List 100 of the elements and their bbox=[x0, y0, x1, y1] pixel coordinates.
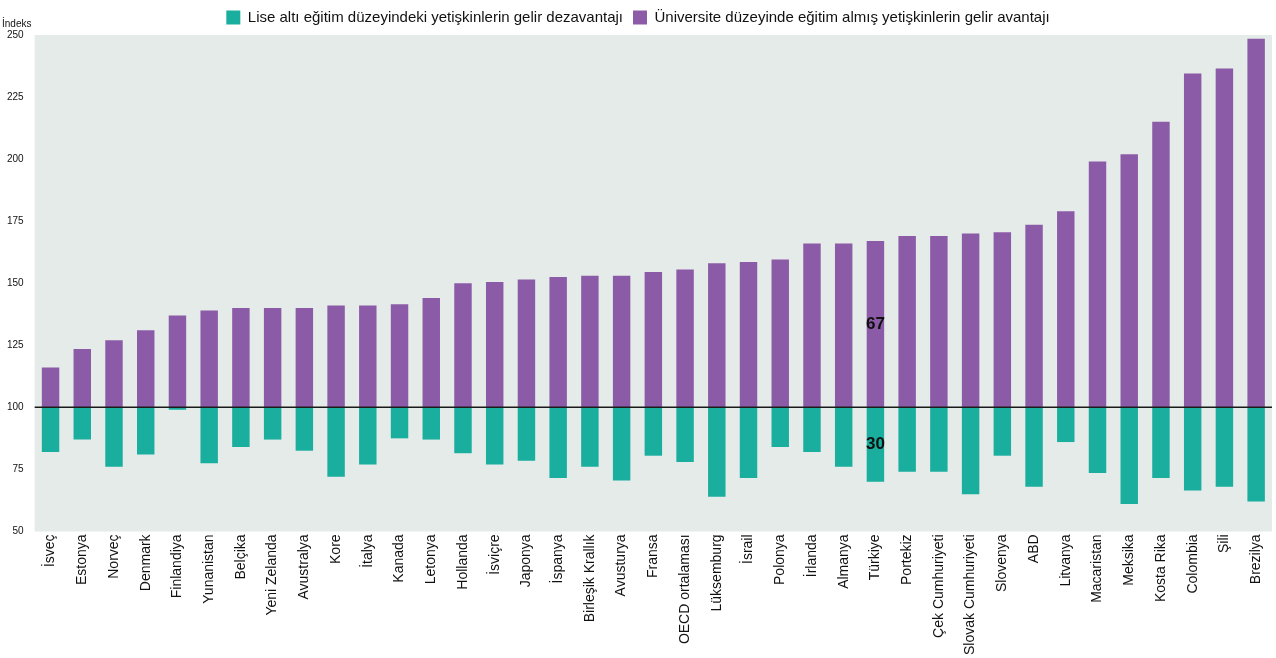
bar bbox=[73, 348, 91, 408]
bar bbox=[898, 236, 916, 408]
bar bbox=[771, 259, 789, 408]
bar bbox=[1247, 38, 1265, 408]
bar bbox=[1215, 407, 1234, 487]
x-tick-label: Yeni Zelanda bbox=[263, 534, 280, 616]
x-tick-label: Türkiye bbox=[866, 534, 883, 581]
bar bbox=[1183, 407, 1202, 491]
bar bbox=[422, 298, 440, 408]
bar bbox=[73, 407, 91, 440]
bar bbox=[105, 340, 123, 408]
bar bbox=[930, 236, 948, 408]
bar bbox=[834, 407, 853, 467]
bar bbox=[961, 407, 980, 495]
bar bbox=[644, 272, 663, 408]
bar bbox=[327, 305, 345, 408]
bar bbox=[961, 233, 980, 408]
bar bbox=[771, 407, 789, 448]
bar bbox=[993, 232, 1012, 408]
bar bbox=[803, 243, 821, 408]
x-tick-label: Avusturya bbox=[612, 534, 629, 597]
x-tick-label: Kore bbox=[326, 534, 343, 564]
x-tick-label: İrlanda bbox=[801, 534, 819, 578]
bar bbox=[612, 407, 631, 481]
bar bbox=[898, 407, 916, 472]
x-tick-label: Fransa bbox=[644, 534, 661, 578]
y-tick-label: 150 bbox=[7, 276, 25, 288]
y-tick-label: 50 bbox=[12, 525, 25, 537]
x-tick-label: Finlandiya bbox=[168, 534, 185, 599]
bar bbox=[295, 308, 314, 408]
bar bbox=[549, 407, 567, 479]
bar bbox=[232, 407, 250, 448]
x-tick-label: Litvanya bbox=[1056, 534, 1073, 587]
bar bbox=[390, 304, 409, 408]
bar bbox=[612, 275, 631, 408]
bar bbox=[263, 407, 282, 440]
legend-label: Üniversite düzeyinde eğitim almış yetişkinlerin gelir avantajı bbox=[654, 7, 1050, 25]
x-tick-label: Şili bbox=[1215, 534, 1232, 554]
x-tick-label: Macaristan bbox=[1088, 534, 1105, 603]
x-tick-label: Lüksemburg bbox=[707, 534, 724, 612]
bar bbox=[644, 407, 663, 456]
x-tick-label: OECD ortalaması bbox=[675, 534, 692, 645]
x-tick-label: Letonya bbox=[422, 534, 439, 585]
x-tick-label: Colombia bbox=[1183, 534, 1200, 594]
y-tick-label: 225 bbox=[7, 90, 25, 102]
bar bbox=[1152, 407, 1170, 479]
y-tick-label: 175 bbox=[7, 214, 25, 226]
x-tick-label: İspanya bbox=[548, 534, 566, 584]
y-axis-title: İndeks bbox=[2, 16, 32, 29]
bar bbox=[105, 407, 123, 467]
x-tick-label: İtalya bbox=[357, 534, 375, 568]
bar bbox=[1025, 407, 1043, 487]
bar bbox=[200, 310, 218, 408]
bar bbox=[708, 407, 726, 497]
bar bbox=[866, 241, 885, 408]
bar bbox=[1088, 161, 1107, 408]
x-tick-label: Portekiz bbox=[898, 534, 915, 585]
x-tick-label: İsrail bbox=[738, 534, 756, 564]
x-tick-label: Slovak Cumhuriyeti bbox=[961, 534, 978, 656]
x-tick-label: İsveç bbox=[40, 534, 58, 568]
bar bbox=[263, 308, 282, 408]
bar bbox=[1057, 407, 1075, 443]
x-tick-label: Hollanda bbox=[453, 534, 470, 590]
x-tick-label: Yunanistan bbox=[200, 534, 217, 604]
x-tick-label: Meksika bbox=[1120, 534, 1137, 586]
x-tick-label: Avustralya bbox=[295, 534, 312, 600]
x-tick-label: Kanada bbox=[390, 534, 407, 583]
bar bbox=[1057, 211, 1075, 408]
bar bbox=[327, 407, 345, 477]
legend-label: Lise altı eğitim düzeyindeki yetişkinlerin gelir dezavantajı bbox=[247, 7, 624, 25]
x-tick-label: ABD bbox=[1024, 534, 1041, 564]
bar bbox=[485, 281, 504, 408]
x-tick-label: Denmark bbox=[136, 533, 153, 592]
bar bbox=[1152, 121, 1170, 408]
bar bbox=[1120, 407, 1138, 505]
bar bbox=[1247, 407, 1265, 502]
bar bbox=[359, 305, 377, 408]
bar bbox=[930, 407, 948, 472]
bar bbox=[517, 279, 536, 408]
bar bbox=[708, 263, 726, 408]
bar bbox=[295, 407, 314, 451]
x-tick-label: Slovenya bbox=[993, 534, 1010, 592]
x-tick-label: Brezilya bbox=[1247, 534, 1263, 585]
y-tick-label: 250 bbox=[7, 28, 25, 40]
x-tick-label: Çek Cumhuriyeti bbox=[929, 534, 946, 638]
bar bbox=[41, 367, 60, 408]
bar bbox=[581, 275, 599, 408]
bar bbox=[422, 407, 440, 440]
bar bbox=[581, 407, 599, 467]
y-tick-label: 200 bbox=[7, 152, 25, 164]
bar bbox=[1120, 154, 1138, 408]
bar bbox=[41, 407, 60, 452]
x-tick-label: Norveç bbox=[104, 534, 121, 579]
x-tick-label: İsviçre bbox=[484, 534, 502, 575]
x-tick-label: Kosta Rika bbox=[1151, 534, 1168, 603]
bar bbox=[168, 315, 187, 408]
bar bbox=[993, 407, 1012, 456]
bar bbox=[803, 407, 821, 452]
x-tick-label: Birleşik Krallık bbox=[580, 533, 597, 623]
y-tick-label: 100 bbox=[7, 401, 25, 413]
